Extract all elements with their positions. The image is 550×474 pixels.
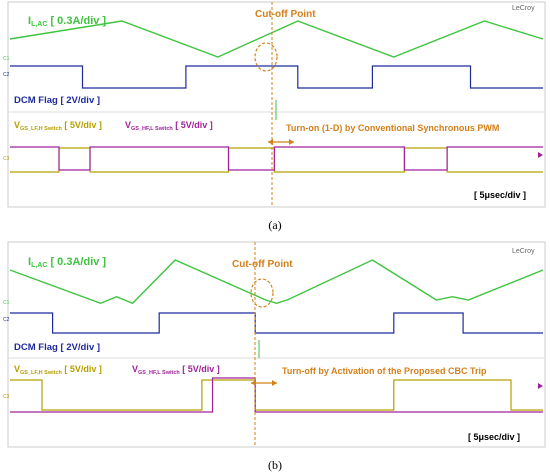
brand-logo: LeCroy xyxy=(512,248,535,255)
arrow-head-left xyxy=(268,139,273,145)
trace-dcm xyxy=(10,65,543,89)
vgs-hf-label: VGS_HF,L Switch [ 5V/div ] xyxy=(125,120,213,132)
caption-b: (b) xyxy=(268,458,282,472)
cutoff-ellipse xyxy=(254,42,278,72)
scope-panel-b: LeCroy C1 C2 C3 IL,AC [ 0.3A/div ] Cut-off Po… xyxy=(0,240,550,450)
arrow-head-right xyxy=(272,380,277,386)
vgs-lf-label: VGS_LF,H Switch [ 5V/div ] xyxy=(14,364,102,376)
oscilloscope-screen-a: LeCroy C1 C2 C3 IL,AC [ 0.3A/div ] Cut-off Po… xyxy=(3,1,546,208)
arrow-head-left xyxy=(251,380,256,386)
dcm-label: DCM Flag [ 2V/div ] xyxy=(14,95,100,106)
caption-a: (a) xyxy=(268,218,282,232)
trace-current xyxy=(9,20,544,58)
cutoff-ellipse xyxy=(250,278,274,308)
vgs-hf-label: VGS_HF,L Switch [ 5V/div ] xyxy=(132,364,220,376)
channel-marker: C1 xyxy=(3,56,10,62)
oscilloscope-screen-b: LeCroy C1 C2 C3 IL,AC [ 0.3A/div ] Cut-off Po… xyxy=(3,241,546,448)
trace-hf xyxy=(10,146,543,171)
scope-panel-a: LeCroy C1 C2 C3 IL,AC [ 0.3A/div ] Cut-off Po… xyxy=(0,0,550,215)
channel-marker: C2 xyxy=(3,72,10,78)
channel-marker: C2 xyxy=(3,317,10,323)
annotation-label: Turn-on (1-D) by Conventional Synchronou… xyxy=(286,123,499,133)
trace-lf xyxy=(10,147,543,173)
vgs-lf-label: VGS_LF,H Switch [ 5V/div ] xyxy=(14,120,102,132)
channel-marker: C3 xyxy=(3,156,10,162)
current-label: IL,AC [ 0.3A/div ] xyxy=(28,256,106,269)
channel-marker: C3 xyxy=(3,394,10,400)
arrow-head-right xyxy=(289,139,294,145)
dcm-label: DCM Flag [ 2V/div ] xyxy=(14,342,100,353)
timebase-label: [ 5μsec/div ] xyxy=(468,432,520,442)
hf-edge-marker xyxy=(538,152,543,158)
hf-edge-marker xyxy=(538,383,543,389)
cutoff-label: Cut-off Point xyxy=(232,259,293,270)
trace-hf xyxy=(10,377,543,413)
timebase-label: [ 5μsec/div ] xyxy=(474,190,526,200)
brand-logo: LeCroy xyxy=(512,5,535,12)
current-label: IL,AC [ 0.3A/div ] xyxy=(28,15,106,28)
cutoff-label: Cut-off Point xyxy=(255,9,316,20)
trace-current xyxy=(9,259,544,305)
channel-marker: C1 xyxy=(3,300,10,306)
annotation-label: Turn-off by Activation of the Proposed C… xyxy=(282,366,487,376)
screen-frame xyxy=(7,241,546,448)
